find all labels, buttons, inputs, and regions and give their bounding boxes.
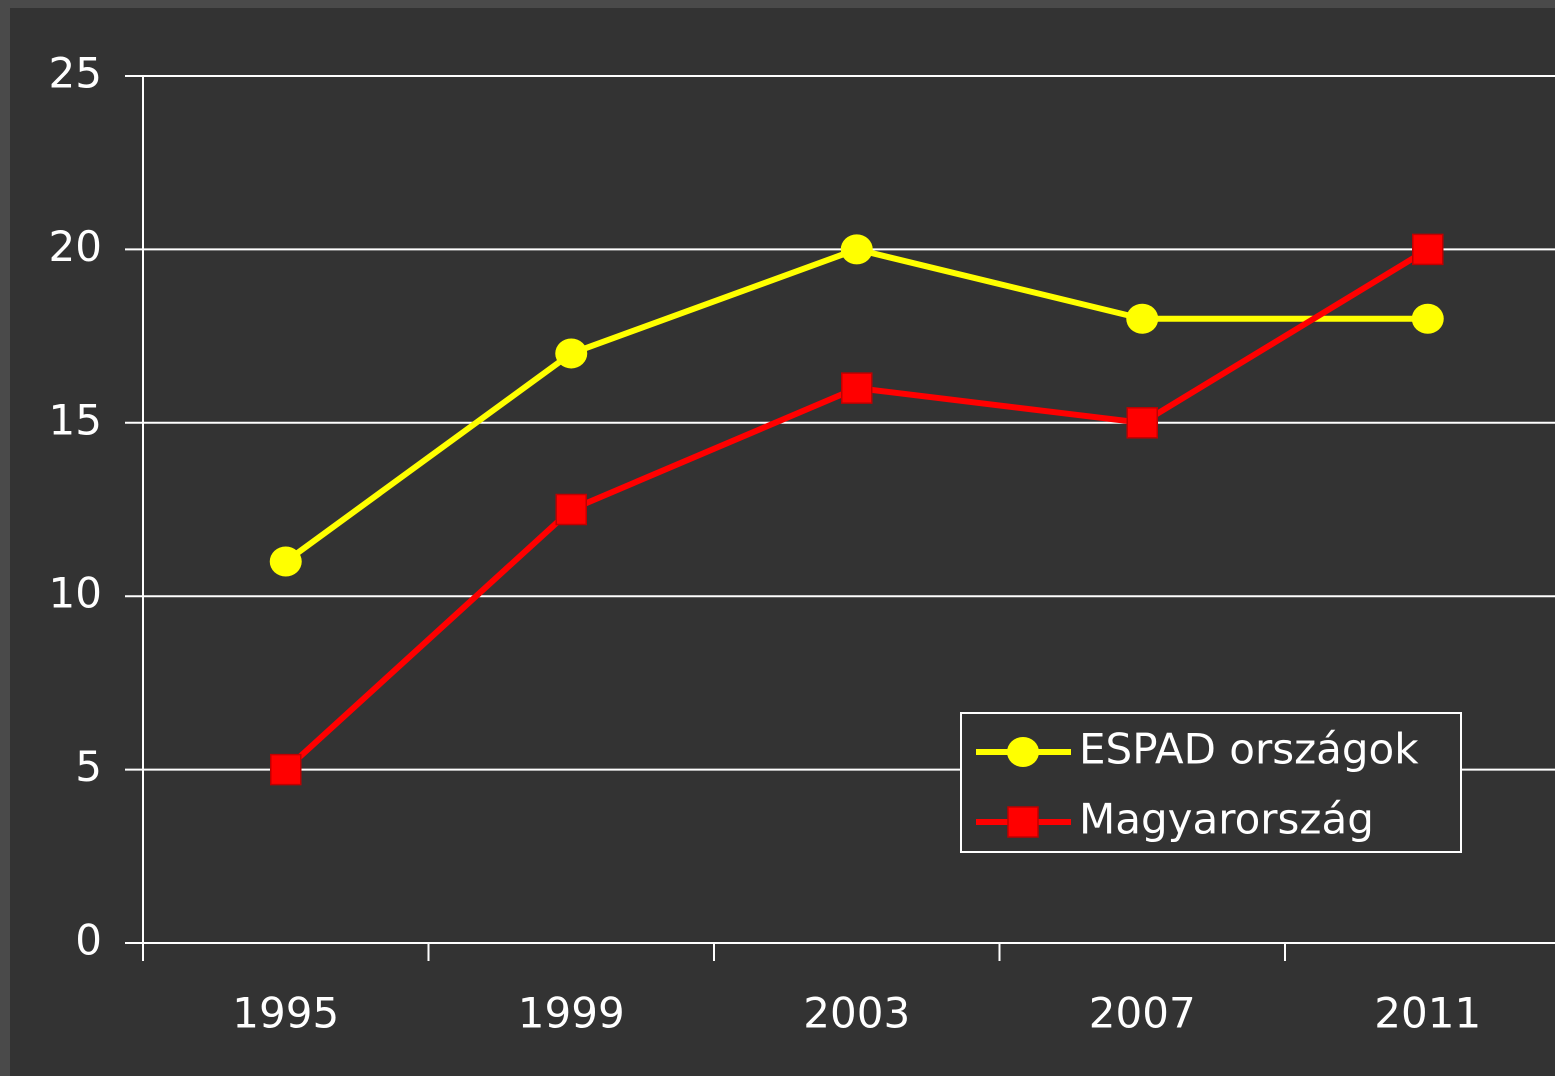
point [1126,407,1158,439]
point [555,338,588,369]
point [270,753,302,786]
legend-box [960,712,1462,853]
x-tick-label: 1995 [232,989,339,1038]
point [269,546,302,577]
legend-marker [1007,737,1039,767]
x-tick-label: 2003 [803,989,910,1038]
point [1126,303,1159,334]
point [1412,233,1444,266]
point [555,493,587,526]
y-tick-label: 10 [49,569,102,618]
point [1411,303,1444,334]
y-tick-label: 15 [49,395,102,444]
legend-marker [1007,806,1039,838]
point [841,372,873,404]
point [840,234,873,265]
x-tick-label: 2007 [1089,989,1196,1038]
y-tick-label: 0 [75,916,102,965]
x-tick-label: 1999 [518,989,625,1038]
legend-label: ESPAD országok [1079,725,1419,774]
x-tick-label: 2011 [1374,989,1481,1038]
y-tick-label: 5 [75,742,102,791]
legend-label: Magyarország [1079,795,1374,844]
y-tick-label: 20 [49,222,102,271]
background [10,8,1555,1076]
y-tick-label: 25 [49,49,102,98]
